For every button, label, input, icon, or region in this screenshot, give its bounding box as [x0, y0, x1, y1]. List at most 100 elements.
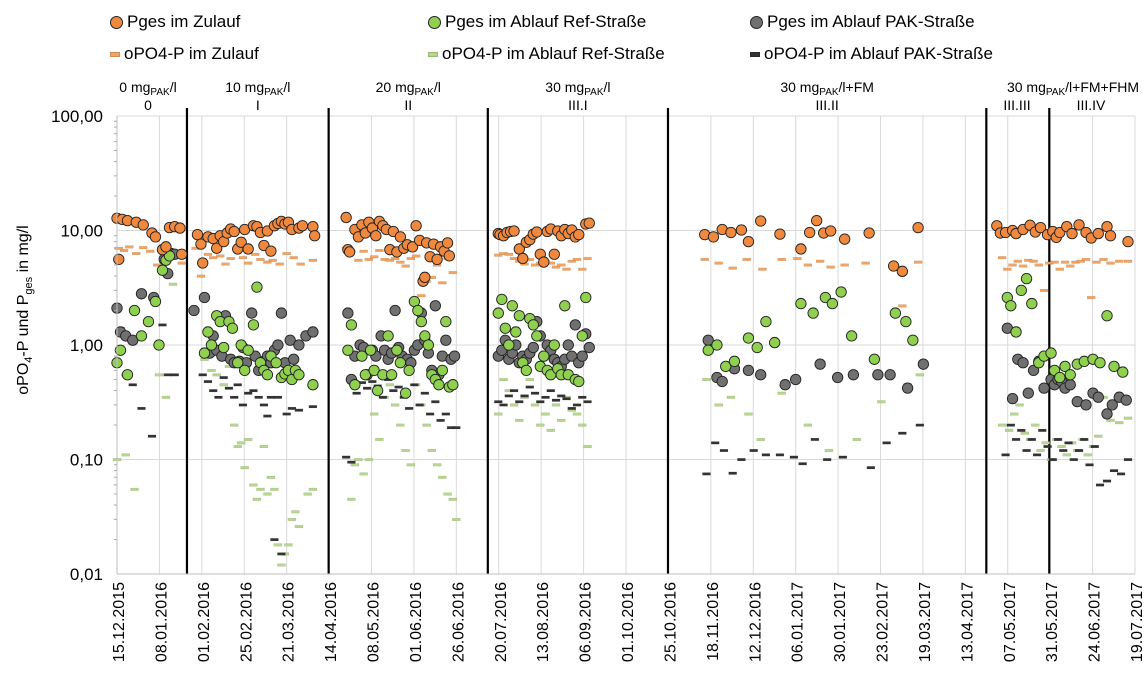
data-dash — [411, 254, 421, 258]
data-point — [1006, 392, 1019, 405]
data-dash — [838, 455, 848, 459]
data-dash — [546, 428, 555, 432]
data-dash — [224, 386, 234, 390]
data-point — [548, 248, 560, 260]
y-tick-label: 1,00 — [70, 336, 103, 355]
data-point — [1092, 391, 1104, 403]
data-point — [760, 315, 772, 328]
data-dash — [249, 389, 258, 393]
data-point — [342, 344, 354, 356]
data-point — [520, 364, 532, 377]
data-point — [228, 225, 240, 238]
data-dash — [744, 412, 753, 416]
data-point — [716, 375, 728, 388]
data-point — [293, 339, 305, 351]
data-dash — [401, 449, 410, 453]
data-point — [807, 307, 819, 319]
x-tick-label: 21.03.2016 — [281, 582, 298, 662]
data-point — [1064, 379, 1076, 391]
data-dash — [499, 403, 508, 407]
data-dash — [1004, 428, 1014, 432]
legend-label: Pges im Ablauf Ref-Straße — [445, 12, 647, 31]
data-dash — [417, 294, 426, 298]
phase-dose-unit: /l — [434, 79, 441, 95]
legend-item-pges-ref: Pges im Ablauf Ref-Straße — [428, 12, 646, 32]
data-point — [896, 265, 909, 277]
data-dash — [287, 517, 297, 521]
data-dash — [793, 257, 802, 261]
data-dash — [396, 260, 405, 264]
data-point — [191, 228, 204, 241]
data-dash — [749, 449, 758, 453]
data-dash — [229, 395, 239, 399]
x-tick-label: 06.09.2016 — [578, 582, 595, 662]
data-point — [356, 350, 368, 362]
data-point — [156, 264, 169, 276]
data-dash — [249, 483, 258, 487]
data-point — [128, 304, 141, 317]
data-dash — [121, 453, 130, 457]
data-dash — [1011, 437, 1021, 441]
data-dash — [572, 257, 582, 261]
data-dash — [913, 260, 923, 264]
data-point — [804, 226, 816, 239]
data-dash — [1074, 449, 1084, 453]
y-axis-title: oPO4-P und Pges in mg/l — [15, 225, 35, 394]
phase-code-label: III.IV — [1077, 97, 1106, 113]
data-dash — [203, 252, 213, 256]
data-point — [1106, 399, 1118, 411]
x-tick-label: 01.02.2016 — [196, 582, 213, 662]
data-dash — [125, 245, 134, 249]
phase-dose-value: 0 mg — [119, 79, 150, 95]
data-point — [774, 228, 786, 240]
data-point — [307, 221, 319, 233]
data-dash — [254, 395, 263, 399]
data-point — [506, 300, 518, 312]
data-point — [218, 341, 230, 354]
data-dash — [1106, 418, 1115, 422]
data-dash — [810, 437, 820, 441]
data-point — [309, 230, 321, 242]
data-dash — [443, 492, 452, 496]
data-point — [296, 220, 309, 232]
data-dash — [198, 373, 207, 377]
data-point — [728, 355, 741, 367]
data-point — [198, 347, 211, 359]
data-point — [137, 219, 149, 231]
data-point — [492, 307, 504, 319]
data-point — [527, 319, 539, 331]
data-dash — [1008, 263, 1017, 267]
data-point — [917, 358, 930, 370]
data-dash — [882, 441, 891, 445]
y-tick-label: 0,01 — [70, 565, 103, 584]
x-tick-label: 06.01.2017 — [790, 582, 807, 662]
data-point — [188, 304, 200, 317]
data-dash — [161, 395, 171, 399]
data-point — [887, 260, 900, 272]
data-dash — [826, 265, 835, 269]
data-dash — [1032, 453, 1042, 457]
data-dash — [219, 376, 228, 380]
data-dash — [296, 262, 305, 266]
data-dash — [130, 487, 139, 491]
phase-dose-label: 30 mgPAK/l+FM+FHM — [1007, 79, 1139, 98]
circle-marker-icon — [110, 15, 123, 29]
data-point — [583, 217, 595, 229]
data-dash — [273, 543, 283, 547]
data-dash — [221, 262, 230, 266]
data-point — [406, 241, 419, 253]
data-dash — [240, 466, 249, 470]
data-dash — [557, 263, 566, 267]
data-point — [531, 226, 543, 238]
data-point — [448, 350, 461, 362]
data-dash — [1038, 428, 1047, 432]
data-dash — [420, 391, 430, 395]
data-dash — [1001, 453, 1010, 457]
x-tick-label: 13.04.2017 — [959, 582, 976, 662]
data-dash — [578, 267, 587, 271]
data-point — [394, 357, 407, 369]
data-dash — [214, 395, 223, 399]
data-dash — [1080, 437, 1089, 441]
data-dash — [369, 412, 379, 416]
data-dash — [530, 391, 540, 395]
